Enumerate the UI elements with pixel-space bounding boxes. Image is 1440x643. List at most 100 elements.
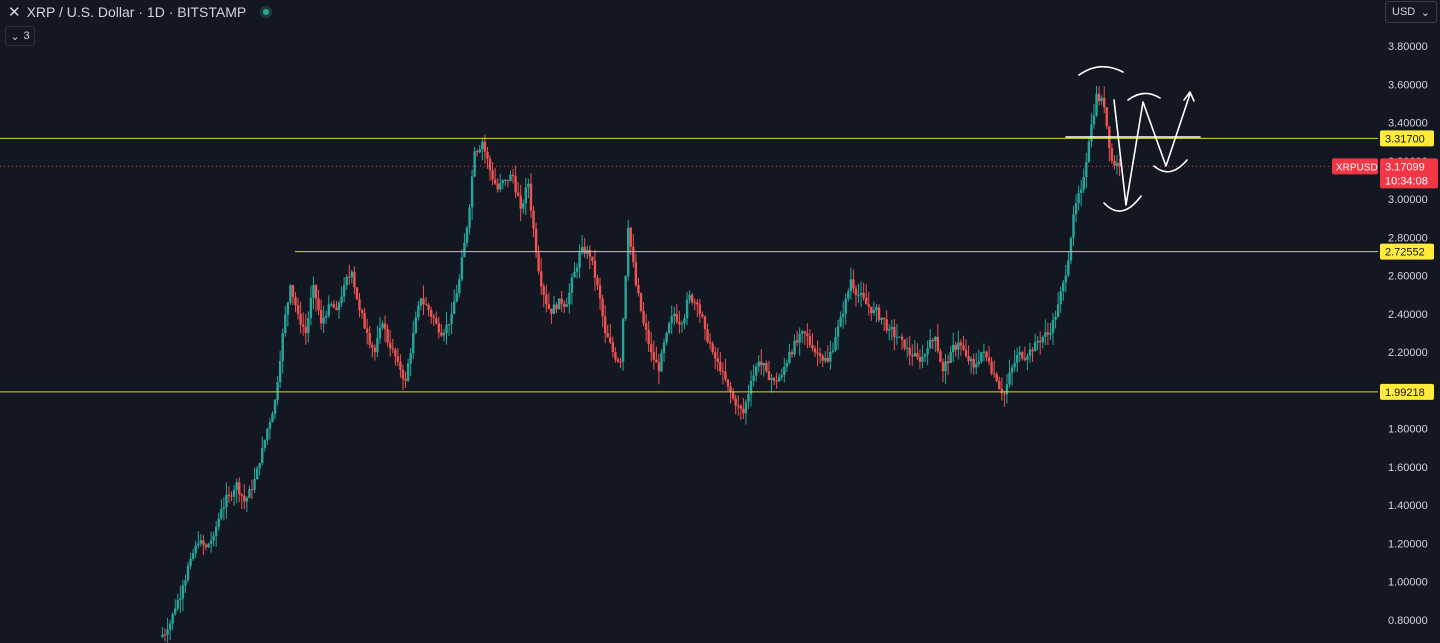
candle-body	[583, 246, 586, 254]
candle-body	[678, 321, 681, 325]
candle-body	[383, 323, 387, 330]
candle-body	[309, 297, 313, 319]
candle-body	[916, 353, 919, 358]
candle-body	[552, 304, 556, 314]
candle-body	[941, 362, 945, 372]
candle-body	[944, 361, 947, 372]
candle-body	[1079, 189, 1083, 193]
candle-body	[171, 613, 174, 624]
candle-body	[591, 256, 594, 261]
candle-body	[575, 267, 579, 272]
drawn-top-arc	[1078, 65, 1124, 76]
candle-body	[806, 333, 809, 337]
candle-body	[1092, 115, 1096, 125]
candle-body	[250, 489, 254, 491]
candle-body	[657, 362, 661, 372]
candle-body	[852, 279, 855, 289]
candle-body	[401, 369, 405, 379]
candle-body	[204, 544, 208, 548]
candle-body	[432, 316, 435, 319]
currency-label: USD	[1392, 6, 1416, 18]
candle-body	[667, 323, 671, 333]
candle-body	[1023, 358, 1027, 360]
candle-body	[900, 336, 904, 340]
candle-body	[527, 183, 530, 188]
chevron-down-icon: ⌄	[1420, 6, 1430, 19]
candle-body	[808, 336, 812, 345]
y-tick-label: 1.00000	[1388, 577, 1428, 589]
candle-body	[749, 380, 753, 395]
candle-body	[757, 361, 760, 367]
candle-body	[972, 358, 975, 368]
candle-body	[609, 337, 612, 343]
candle-body	[465, 227, 469, 243]
candle-body	[368, 333, 371, 345]
candle-body	[606, 333, 609, 338]
symbol-title[interactable]: XRP / U.S. Dollar · 1D · BITSTAMP	[26, 4, 247, 20]
candle-body	[253, 479, 256, 490]
candle-body	[417, 305, 420, 318]
candle-body	[499, 183, 502, 190]
candle-body	[903, 339, 906, 349]
candle-body	[824, 357, 827, 361]
candle-body	[795, 340, 799, 343]
candle-body	[652, 352, 655, 360]
candle-body	[217, 518, 220, 527]
currency-select[interactable]: USD ⌄	[1385, 1, 1437, 23]
y-tick-label: 3.00000	[1388, 194, 1428, 206]
candle-body	[719, 361, 722, 372]
candle-body	[179, 598, 182, 601]
candle-body	[629, 227, 632, 247]
candle-body	[1033, 342, 1037, 352]
candle-body	[726, 379, 730, 387]
candle-body	[698, 304, 702, 315]
candle-body	[166, 629, 169, 635]
candle-body	[1056, 304, 1060, 317]
candle-body	[762, 363, 766, 366]
chevron-down-icon: ⌄	[10, 30, 20, 43]
candle-body	[1110, 148, 1114, 161]
candle-body	[332, 304, 336, 308]
candle-body	[212, 535, 215, 541]
candle-body	[859, 292, 863, 295]
candle-body	[483, 141, 487, 152]
candle-body	[243, 495, 246, 502]
y-tick-label: 1.20000	[1388, 538, 1428, 550]
candle-body	[611, 342, 615, 353]
candle-body	[447, 324, 451, 326]
candle-body	[711, 343, 714, 353]
candle-body	[409, 353, 412, 364]
candle-body	[355, 287, 359, 300]
candle-body	[813, 348, 817, 353]
candle-body	[455, 293, 458, 302]
candle-body	[952, 344, 955, 353]
candle-body	[841, 313, 845, 318]
candle-body	[734, 398, 737, 406]
candle-body	[358, 299, 361, 311]
candle-body	[870, 306, 873, 314]
candle-body	[946, 361, 950, 364]
candle-body	[1067, 260, 1070, 276]
candle-body	[683, 318, 686, 324]
candle-body	[227, 494, 231, 496]
candle-body	[1072, 214, 1075, 238]
candle-body	[325, 315, 328, 318]
candle-body	[882, 317, 886, 320]
candle-body	[706, 329, 709, 342]
candle-body	[665, 333, 668, 343]
candle-body	[345, 276, 348, 286]
candle-body	[1013, 362, 1016, 368]
candle-body	[1044, 332, 1047, 337]
y-tick-label: 3.40000	[1388, 118, 1428, 130]
candle-body	[327, 304, 330, 316]
candle-body	[225, 494, 228, 508]
candle-body	[857, 294, 860, 296]
close-icon[interactable]: ✕	[8, 4, 21, 21]
indicators-toggle-button[interactable]: ⌄ 3	[5, 26, 35, 46]
market-status-icon[interactable]	[260, 6, 273, 18]
candle-body	[685, 299, 689, 319]
candle-body	[660, 352, 663, 372]
candle-body	[278, 360, 282, 383]
